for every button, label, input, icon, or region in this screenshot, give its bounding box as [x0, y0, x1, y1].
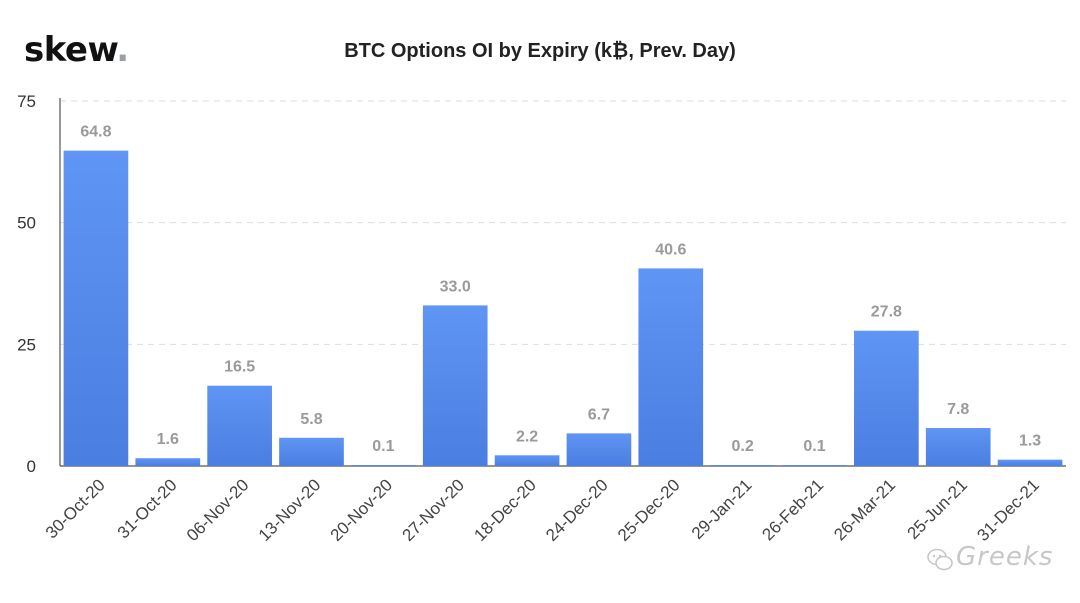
bar: [566, 433, 632, 466]
x-tick-label: 20-Nov-20: [327, 475, 397, 545]
data-label: 27.8: [871, 304, 902, 321]
y-tick-label: 50: [17, 214, 36, 233]
x-tick-label: 29-Jan-21: [688, 475, 756, 543]
bar: [279, 437, 344, 466]
y-tick-labels: 0 25 50 75: [17, 92, 36, 476]
data-label: 0.1: [803, 438, 825, 455]
x-tick-label: 25-Dec-20: [614, 475, 684, 545]
x-tick-label: 31-Oct-20: [114, 475, 181, 542]
bar: [422, 305, 488, 466]
bar: [638, 268, 704, 466]
bar: [351, 465, 416, 466]
skew-logo: skew.: [24, 30, 129, 70]
data-label: 2.2: [516, 428, 538, 445]
wechat-watermark: Greeks: [926, 540, 1056, 580]
x-tick-label: 24-Dec-20: [542, 475, 612, 545]
wechat-icon: [927, 548, 953, 571]
gridlines: [60, 100, 1066, 345]
x-tick-label: 13-Nov-20: [255, 475, 325, 545]
logo-dot: .: [116, 30, 129, 70]
x-tick-label: 06-Nov-20: [183, 475, 253, 545]
bar: [997, 459, 1063, 466]
data-label: 1.3: [1019, 433, 1041, 450]
bars: [63, 150, 1063, 466]
data-label: 0.1: [372, 438, 394, 455]
x-tick-label: 26-Feb-21: [758, 475, 827, 544]
data-label: 33.0: [440, 278, 471, 295]
x-tick-label: 30-Oct-20: [42, 475, 109, 542]
y-tick-label: 75: [17, 92, 36, 111]
x-tick-label: 27-Nov-20: [398, 475, 468, 545]
data-label: 64.8: [80, 124, 111, 141]
bar: [494, 455, 560, 466]
x-tick-label: 31-Dec-21: [973, 475, 1043, 545]
bar: [135, 458, 201, 466]
data-label: 16.5: [224, 359, 255, 376]
y-tick-label: 0: [27, 457, 36, 476]
x-tick-label: 26-Mar-21: [830, 475, 899, 544]
bar: [207, 385, 272, 466]
data-label: 7.8: [947, 401, 969, 418]
data-label: 0.2: [732, 438, 754, 455]
bar: [63, 150, 129, 466]
logo-text: skew: [24, 30, 117, 70]
data-label: 6.7: [588, 406, 610, 423]
data-labels: 64.8 1.6 16.5 5.8 0.1 33.0 2.2 6.7 40.6 0.2 0.1 27.…: [80, 124, 1041, 455]
watermark-text: Greeks: [956, 542, 1054, 572]
x-tick-label: 25-Jun-21: [903, 475, 971, 543]
data-label: 1.6: [157, 431, 179, 448]
bar: [854, 330, 919, 466]
x-tick-label: 18-Dec-20: [470, 475, 540, 545]
bar: [710, 465, 775, 466]
y-tick-label: 25: [17, 335, 36, 354]
x-tick-labels: 30-Oct-20 31-Oct-20 06-Nov-20 13-Nov-20 20-N…: [42, 475, 1043, 545]
data-label: 40.6: [655, 241, 686, 258]
data-label: 5.8: [300, 411, 322, 428]
bar: [925, 428, 991, 466]
bar: [782, 465, 847, 466]
chart-title: BTC Options OI by Expiry (k₿, Prev. Day): [344, 40, 736, 62]
